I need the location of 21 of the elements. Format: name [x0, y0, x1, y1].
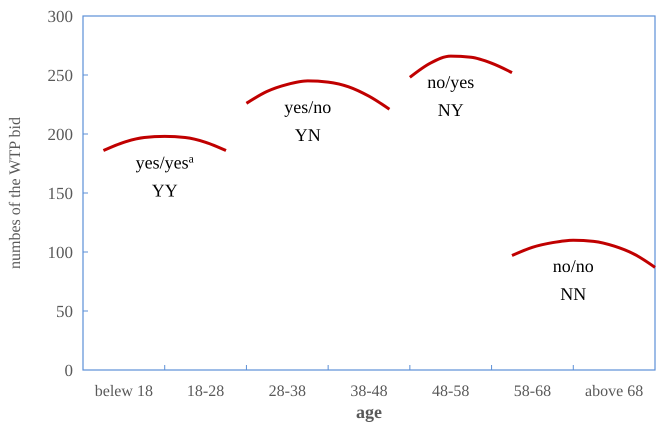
series-label: no/yes NY [427, 72, 474, 120]
y-tick-label: 0 [64, 360, 73, 380]
series-label: no/no NN [552, 256, 594, 304]
x-tick-label: above 68 [585, 383, 644, 400]
x-tick-label: 58-68 [514, 383, 552, 400]
y-tick-label: 100 [48, 242, 73, 262]
text: yes/yes$^{a}$ YY [136, 152, 194, 200]
y-tick-label: 250 [48, 66, 73, 85]
series-label: yes/no YN [284, 96, 332, 145]
x-tick-label: 38-48 [350, 383, 388, 400]
y-tick-label: 300 [48, 6, 73, 26]
x-tick-label: 48-58 [432, 383, 470, 400]
x-axis-title: age [356, 402, 382, 422]
x-tick-label: belew 18 [94, 383, 153, 400]
y-axis-title: numbes of the WTP bid [7, 117, 24, 269]
x-tick-label: 28-38 [268, 383, 306, 400]
y-tick-label: 50 [56, 302, 73, 321]
line-series [102, 134, 228, 152]
y-tick-label: 200 [48, 124, 73, 144]
x-tick-label: 18-28 [186, 383, 224, 400]
y-tick-label: 150 [48, 184, 73, 203]
